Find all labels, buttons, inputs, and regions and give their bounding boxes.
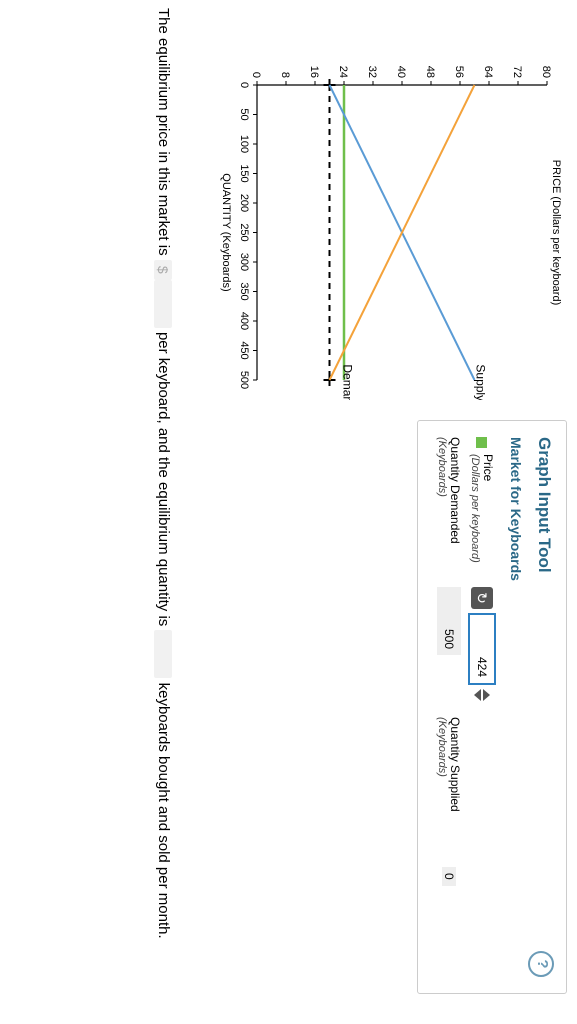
quantity-blank[interactable] [154, 630, 172, 678]
qs-label: Quantity Supplied [448, 717, 462, 812]
svg-text:72: 72 [511, 66, 523, 78]
price-swatch [477, 437, 488, 448]
svg-text:0: 0 [238, 82, 250, 88]
svg-text:56: 56 [453, 66, 465, 78]
qd-unit: (Keyboards) [436, 437, 448, 544]
svg-text:24: 24 [337, 66, 349, 78]
price-blank[interactable] [154, 280, 172, 328]
svg-text:48: 48 [424, 66, 436, 78]
svg-text:QUANTITY (Keyboards): QUANTITY (Keyboards) [220, 173, 232, 291]
svg-text:0: 0 [250, 72, 262, 78]
qd-label: Quantity Demanded [448, 437, 462, 544]
svg-text:8: 8 [279, 72, 291, 78]
svg-text:40: 40 [395, 66, 407, 78]
chevron-up-icon[interactable] [483, 689, 490, 701]
svg-text:150: 150 [238, 164, 250, 182]
reset-icon[interactable]: ↻ [471, 587, 493, 609]
svg-text:350: 350 [238, 282, 250, 300]
svg-text:PRICE (Dollars per keyboard): PRICE (Dollars per keyboard) [550, 160, 562, 306]
svg-text:300: 300 [238, 253, 250, 271]
svg-text:450: 450 [238, 341, 250, 359]
help-icon[interactable]: ? [528, 951, 554, 977]
svg-text:400: 400 [238, 312, 250, 330]
qs-unit: (Keyboards) [436, 717, 448, 867]
svg-text:32: 32 [366, 66, 378, 78]
svg-text:16: 16 [308, 66, 320, 78]
svg-text:200: 200 [238, 194, 250, 212]
supply-demand-chart: 0 8 16 24 32 40 48 56 64 72 80 0 50 100 150 200 250 300 35… [192, 0, 577, 420]
qs-value: 0 [442, 867, 456, 886]
price-label: Price [481, 454, 495, 481]
panel-subtitle: Market for Keyboards [508, 437, 524, 977]
svg-text:80: 80 [540, 66, 552, 78]
price-stepper[interactable] [474, 689, 490, 701]
dollar-sign: $ [154, 260, 172, 280]
svg-text:Supply: Supply [474, 364, 488, 400]
svg-text:250: 250 [238, 223, 250, 241]
graph-input-panel: ? Graph Input Tool Market for Keyboards … [417, 420, 567, 994]
svg-text:64: 64 [482, 66, 494, 78]
price-unit: (Dollars per keyboard) [469, 454, 481, 563]
svg-text:100: 100 [238, 135, 250, 153]
panel-title: Graph Input Tool [534, 437, 554, 977]
price-input[interactable] [468, 613, 496, 685]
chevron-down-icon[interactable] [474, 689, 481, 701]
question-sentence: The equilibrium price in this market is … [154, 8, 172, 1024]
svg-text:50: 50 [238, 108, 250, 120]
svg-text:Demand: Demand [341, 364, 355, 400]
qd-value: 500 [437, 587, 461, 655]
svg-text:500: 500 [238, 371, 250, 389]
